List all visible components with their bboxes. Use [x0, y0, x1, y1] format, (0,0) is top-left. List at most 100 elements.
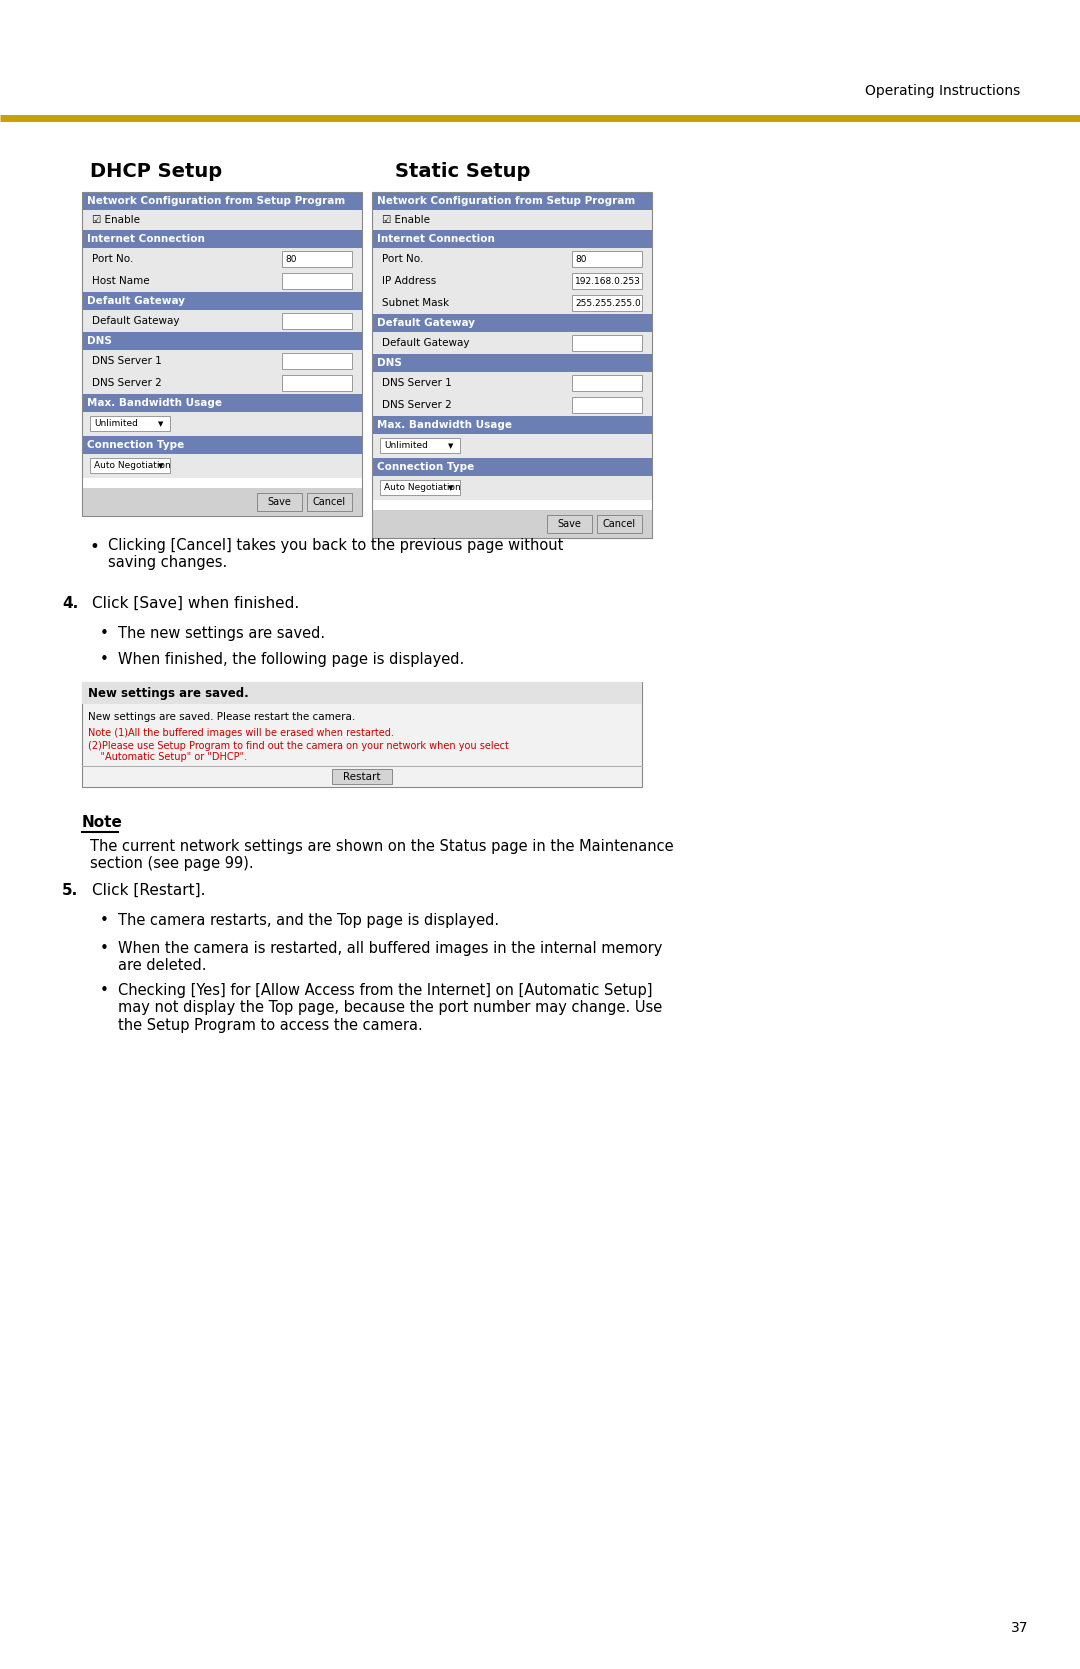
Text: ☑ Enable: ☑ Enable [382, 215, 430, 225]
Bar [257, 492, 302, 511]
Text: Auto Negotiation: Auto Negotiation [384, 484, 461, 492]
Text: 80: 80 [285, 254, 297, 264]
Text: DNS Server 1: DNS Server 1 [382, 377, 451, 387]
Text: Static Setup: Static Setup [395, 162, 530, 180]
Bar [572, 376, 642, 391]
Bar [82, 683, 642, 704]
Text: Default Gateway: Default Gateway [377, 319, 475, 329]
Bar [82, 310, 362, 332]
Bar [82, 683, 642, 788]
Text: 80: 80 [575, 254, 586, 264]
Text: •: • [100, 626, 109, 641]
Text: DNS Server 2: DNS Server 2 [382, 401, 451, 411]
Text: The current network settings are shown on the Status page in the Maintenance
sec: The current network settings are shown o… [90, 840, 674, 871]
Text: Network Configuration from Setup Program: Network Configuration from Setup Program [377, 195, 635, 205]
Bar [82, 350, 362, 372]
Text: IP Address: IP Address [382, 275, 436, 285]
Bar [82, 192, 362, 210]
Bar [372, 434, 652, 457]
Text: Note: Note [82, 814, 123, 829]
Bar [572, 335, 642, 350]
Text: Click [Restart].: Click [Restart]. [92, 883, 205, 898]
Bar [372, 476, 652, 501]
Bar [282, 376, 352, 391]
Text: New settings are saved.: New settings are saved. [87, 686, 248, 699]
Text: Default Gateway: Default Gateway [87, 295, 185, 305]
Bar [372, 270, 652, 292]
Text: New settings are saved. Please restart the camera.: New settings are saved. Please restart t… [87, 713, 355, 723]
Text: The new settings are saved.: The new settings are saved. [118, 626, 325, 641]
Bar [372, 192, 652, 210]
Text: Unlimited: Unlimited [384, 442, 428, 451]
Bar [82, 372, 362, 394]
Text: Checking [Yes] for [Allow Access from the Internet] on [Automatic Setup]
may not: Checking [Yes] for [Allow Access from th… [118, 983, 662, 1033]
Text: DNS: DNS [377, 357, 402, 367]
Text: Auto Negotiation: Auto Negotiation [94, 462, 171, 471]
Bar [82, 270, 362, 292]
Bar [372, 416, 652, 434]
Text: When finished, the following page is displayed.: When finished, the following page is dis… [118, 653, 464, 668]
Bar [572, 250, 642, 267]
Bar [90, 459, 170, 474]
Bar [82, 249, 362, 270]
Bar [372, 372, 652, 394]
Bar [372, 210, 652, 230]
Bar [90, 417, 170, 432]
Bar [282, 274, 352, 289]
Bar [572, 274, 642, 289]
Bar [82, 210, 362, 230]
Bar [380, 481, 460, 496]
Bar [82, 436, 362, 454]
Text: •: • [100, 653, 109, 668]
Text: Connection Type: Connection Type [87, 441, 185, 451]
Text: •: • [100, 983, 109, 998]
Bar [372, 314, 652, 332]
Bar [372, 354, 652, 372]
Text: ▼: ▼ [158, 462, 163, 469]
Text: The camera restarts, and the Top page is displayed.: The camera restarts, and the Top page is… [118, 913, 499, 928]
Text: 37: 37 [1011, 1621, 1029, 1636]
Text: Port No.: Port No. [92, 254, 133, 264]
Text: •: • [100, 941, 109, 956]
Text: Default Gateway: Default Gateway [382, 339, 470, 349]
Bar [82, 454, 362, 477]
Bar [372, 457, 652, 476]
Bar [82, 192, 362, 516]
Text: "Automatic Setup" or "DHCP".: "Automatic Setup" or "DHCP". [87, 753, 247, 763]
Text: Connection Type: Connection Type [377, 462, 474, 472]
Bar [82, 332, 362, 350]
Bar [82, 412, 362, 436]
Bar [546, 516, 592, 532]
Bar [572, 397, 642, 412]
Bar [380, 439, 460, 454]
Text: Note (1)All the buffered images will be erased when restarted.: Note (1)All the buffered images will be … [87, 728, 394, 738]
Text: 5.: 5. [62, 883, 78, 898]
Text: Subnet Mask: Subnet Mask [382, 299, 449, 309]
Text: Clicking [Cancel] takes you back to the previous page without
saving changes.: Clicking [Cancel] takes you back to the … [108, 537, 564, 571]
Bar [372, 292, 652, 314]
Text: 255.255.255.0: 255.255.255.0 [575, 299, 640, 307]
Bar [82, 487, 362, 516]
Bar [372, 192, 652, 537]
Text: Host Name: Host Name [92, 275, 150, 285]
Bar [82, 394, 362, 412]
Text: Cancel: Cancel [603, 519, 636, 529]
Bar [372, 332, 652, 354]
Bar [597, 516, 642, 532]
Bar [372, 511, 652, 537]
Bar [572, 295, 642, 310]
Text: DHCP Setup: DHCP Setup [90, 162, 222, 180]
Text: Max. Bandwidth Usage: Max. Bandwidth Usage [87, 397, 222, 407]
Text: Internet Connection: Internet Connection [87, 234, 205, 244]
Text: Cancel: Cancel [313, 497, 346, 507]
Text: ▼: ▼ [158, 421, 163, 427]
Text: 4.: 4. [62, 596, 78, 611]
Text: DNS Server 1: DNS Server 1 [92, 355, 162, 366]
Text: Port No.: Port No. [382, 254, 423, 264]
Text: ☑ Enable: ☑ Enable [92, 215, 140, 225]
Text: When the camera is restarted, all buffered images in the internal memory
are del: When the camera is restarted, all buffer… [118, 941, 662, 973]
Text: Network Configuration from Setup Program: Network Configuration from Setup Program [87, 195, 346, 205]
Bar [307, 492, 352, 511]
Text: Default Gateway: Default Gateway [92, 315, 179, 325]
Text: Restart: Restart [343, 771, 381, 781]
